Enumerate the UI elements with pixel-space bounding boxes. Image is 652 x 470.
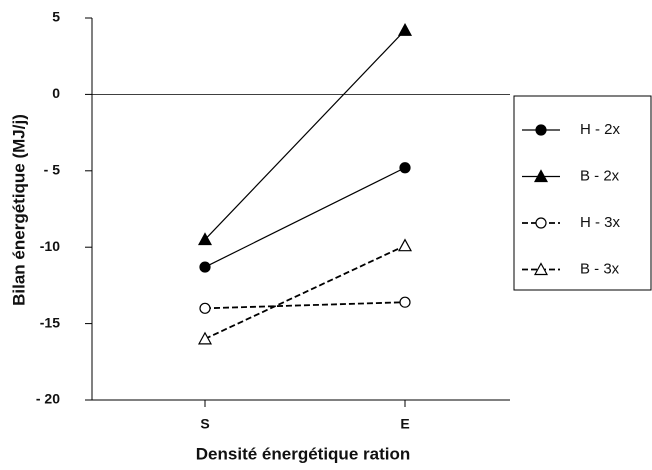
y-axis-title: Bilan énergétique (MJ/j) <box>9 114 28 306</box>
x-tick-label: E <box>400 416 409 432</box>
data-point <box>397 238 413 252</box>
x-tick-label: S <box>200 416 209 432</box>
y-tick-label: -10 <box>40 238 60 254</box>
legend-marker <box>535 124 547 136</box>
data-point <box>399 162 411 174</box>
legend-marker <box>533 262 549 276</box>
data-point <box>199 261 211 273</box>
data-point <box>197 232 213 246</box>
legend-marker <box>535 217 547 229</box>
legend-label: H - 2x <box>580 121 621 138</box>
legend-box <box>513 95 652 291</box>
series-line <box>204 301 406 310</box>
series-line <box>204 29 406 240</box>
legend-marker <box>533 169 549 183</box>
legend-label: B - 2x <box>580 167 620 184</box>
data-point <box>199 302 211 314</box>
y-tick-label: - 5 <box>44 162 61 178</box>
data-point <box>397 22 413 36</box>
y-tick-label: -15 <box>40 314 60 330</box>
legend-label: H - 3x <box>580 214 621 231</box>
series-line <box>204 244 406 340</box>
y-tick-label: 0 <box>52 85 60 101</box>
data-point <box>197 331 213 345</box>
x-axis-title: Densité énergétique ration <box>196 444 410 463</box>
series-line <box>204 167 406 268</box>
data-point <box>399 296 411 308</box>
legend-label: B - 3x <box>580 260 620 277</box>
y-tick-label: - 20 <box>36 391 60 407</box>
y-tick-label: 5 <box>52 9 60 25</box>
